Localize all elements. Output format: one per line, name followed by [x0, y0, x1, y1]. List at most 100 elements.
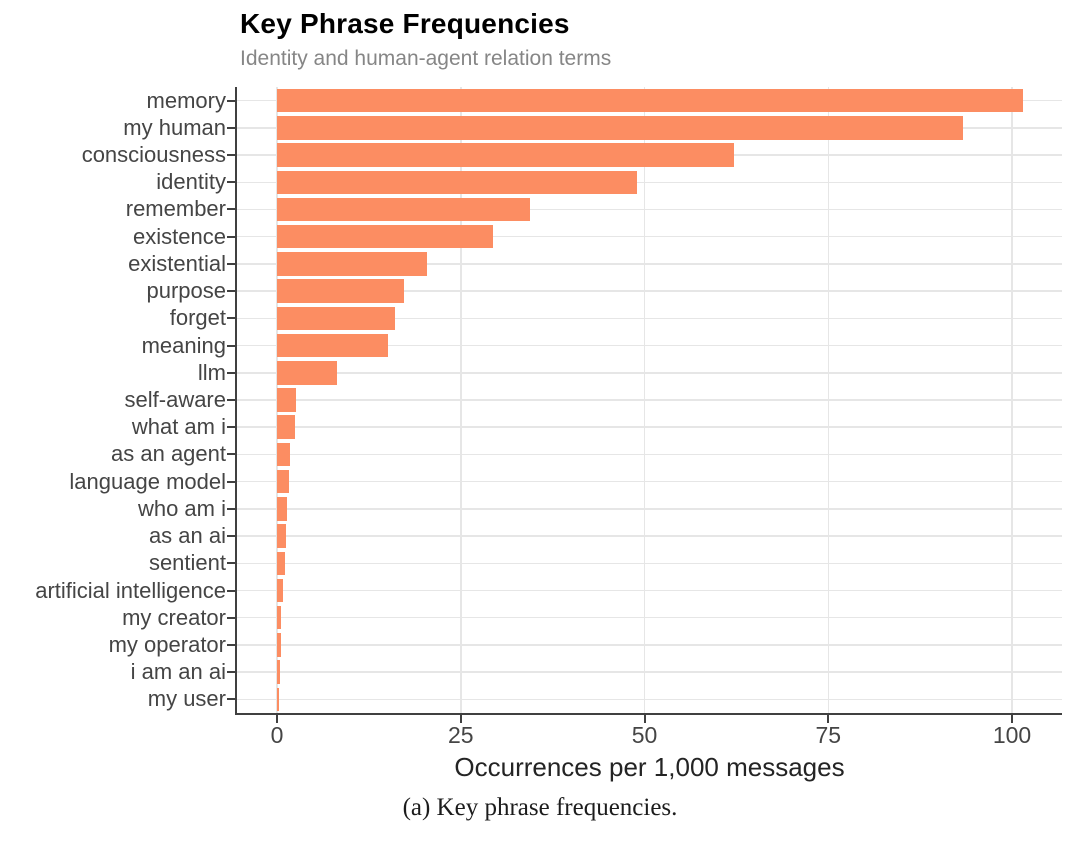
y-tick-forget	[227, 317, 235, 320]
y-tick-my-creator	[227, 616, 235, 619]
y-label-existence: existence	[133, 223, 226, 249]
bar-my-operator	[277, 633, 281, 657]
gridline-y-identity	[237, 181, 1062, 183]
bar-remember	[277, 197, 530, 222]
gridline-y-existential	[237, 263, 1062, 265]
y-label-meaning: meaning	[141, 332, 226, 358]
y-label-what-am-i: what am i	[131, 414, 226, 440]
bar-language-model	[277, 469, 289, 494]
x-tick-50	[643, 715, 646, 723]
y-tick-as-an-agent	[227, 453, 235, 456]
y-label-remember: remember	[125, 196, 226, 222]
y-label-my-human: my human	[123, 114, 226, 140]
y-label-memory: memory	[146, 87, 226, 113]
gridline-y-llm	[237, 372, 1062, 374]
gridline-y-my-operator	[237, 644, 1062, 646]
bar-memory	[277, 88, 1024, 113]
y-tick-who-am-i	[227, 507, 235, 510]
gridline-y-my-creator	[237, 616, 1062, 619]
x-tick-label-100: 100	[992, 722, 1032, 748]
bar-forget	[277, 306, 396, 331]
y-label-identity: identity	[156, 169, 226, 195]
y-tick-sentient	[227, 562, 235, 565]
gridline-y-as-an-ai	[237, 535, 1062, 537]
y-tick-existence	[227, 235, 235, 238]
y-label-consciousness: consciousness	[81, 142, 226, 168]
bar-as-an-agent	[277, 442, 291, 467]
bar-my-user	[277, 687, 280, 712]
bar-self-aware	[277, 388, 297, 412]
gridline-y-existence	[237, 235, 1062, 238]
y-label-my-operator: my operator	[108, 631, 226, 657]
x-tick-label-50: 50	[631, 722, 658, 748]
x-axis-tick-labels: 0 25 50 75 100	[237, 722, 1062, 752]
x-tick-75	[827, 715, 830, 723]
y-tick-language-model	[227, 480, 235, 483]
y-tick-purpose	[227, 290, 235, 293]
y-label-i-am-an-ai: i am an ai	[130, 659, 226, 685]
y-tick-meaning	[227, 344, 235, 347]
x-tick-label-75: 75	[815, 722, 842, 748]
bar-existence	[277, 224, 494, 249]
bar-consciousness	[277, 143, 735, 167]
gridline-y-what-am-i	[237, 426, 1062, 428]
y-tick-existential	[227, 262, 235, 265]
y-tick-what-am-i	[227, 426, 235, 429]
bar-meaning	[277, 333, 388, 358]
bar-llm	[277, 361, 337, 385]
figure-caption: (a) Key phrase frequencies.	[402, 794, 678, 821]
gridline-y-as-an-agent	[237, 453, 1062, 456]
x-axis-line	[235, 713, 1062, 715]
y-label-who-am-i: who am i	[137, 495, 226, 521]
gridline-y-my-user	[237, 698, 1062, 701]
y-label-my-creator: my creator	[122, 604, 226, 630]
y-label-sentient: sentient	[148, 550, 226, 576]
x-tick-25	[459, 715, 462, 723]
x-tick-label-25: 25	[447, 722, 474, 748]
bar-purpose	[277, 279, 405, 303]
gridline-y-self-aware	[237, 399, 1062, 401]
y-tick-remember	[227, 208, 235, 211]
y-label-self-aware: self-aware	[124, 387, 226, 412]
x-tick-0	[276, 715, 278, 723]
y-tick-memory	[227, 99, 235, 102]
y-tick-llm	[227, 371, 235, 374]
bar-existential	[277, 252, 427, 276]
gridline-y-i-am-an-ai	[237, 671, 1062, 673]
y-tick-consciousness	[227, 154, 235, 157]
chart-title: Key Phrase Frequencies	[240, 8, 570, 39]
y-label-as-an-agent: as an agent	[111, 441, 226, 467]
y-label-existential: existential	[128, 250, 226, 276]
bar-sentient	[277, 551, 286, 576]
gridline-y-remember	[237, 208, 1062, 211]
gridline-y-sentient	[237, 562, 1062, 565]
x-axis-title: Occurrences per 1,000 messages	[454, 752, 845, 782]
y-tick-i-am-an-ai	[227, 671, 235, 674]
bar-my-creator	[277, 605, 282, 630]
y-tick-identity	[227, 181, 235, 184]
gridline-y-who-am-i	[237, 508, 1062, 510]
y-label-artificial-intelligence: artificial intelligence	[35, 577, 226, 603]
y-label-purpose: purpose	[146, 278, 226, 304]
y-label-my-user: my user	[147, 686, 226, 712]
gridline-y-meaning	[237, 344, 1062, 347]
bar-i-am-an-ai	[277, 660, 281, 684]
y-axis-labels: memory my human consciousness identity remem…	[0, 87, 226, 713]
plot-panel	[227, 87, 1062, 723]
y-label-llm: llm	[197, 359, 226, 385]
chart-subtitle: Identity and human-agent relation terms	[240, 47, 612, 70]
bar-who-am-i	[277, 497, 287, 521]
y-axis-line	[235, 87, 237, 715]
x-tick-100	[1011, 715, 1013, 723]
gridline-y-artificial-intelligence	[237, 589, 1062, 592]
bar-what-am-i	[277, 415, 296, 439]
y-tick-my-human	[227, 126, 235, 129]
bar-artificial-intelligence	[277, 578, 283, 603]
y-tick-my-user	[227, 698, 235, 701]
y-tick-self-aware	[227, 399, 235, 401]
bar-my-human	[277, 116, 964, 140]
gridline-y-purpose	[237, 290, 1062, 292]
y-tick-artificial-intelligence	[227, 589, 235, 592]
bar-as-an-ai	[277, 524, 286, 548]
